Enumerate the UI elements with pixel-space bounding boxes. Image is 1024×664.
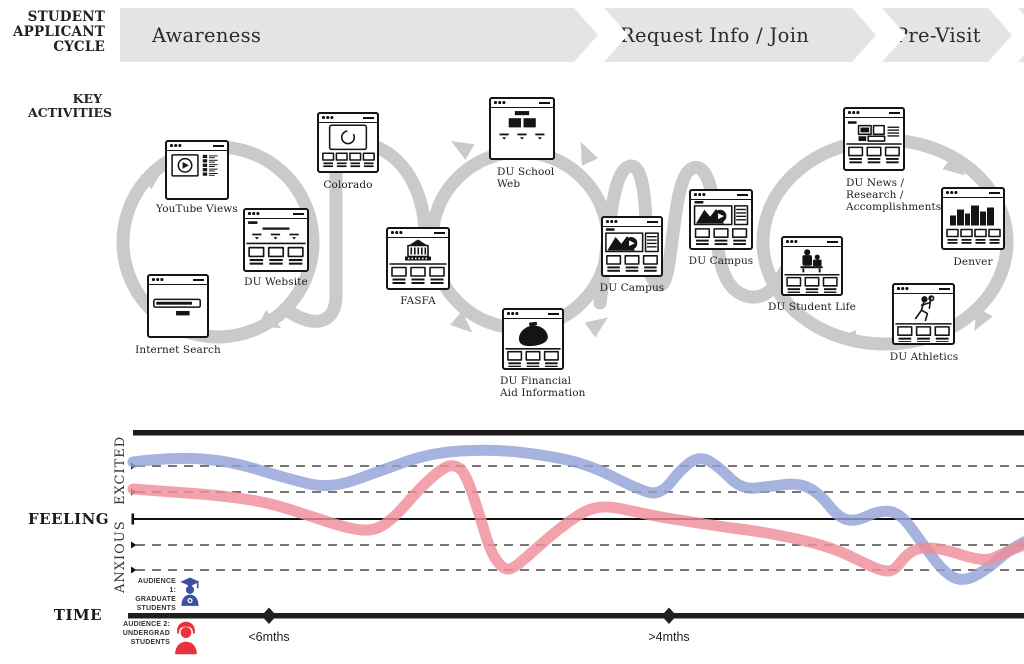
phase-chevron-request-info: Request Info / Join xyxy=(604,8,876,62)
phase-label: Request Info / Join xyxy=(620,23,810,47)
browser-titlebar xyxy=(491,99,553,108)
time-axis-bar xyxy=(128,613,1024,619)
time-marker-diamond-2 xyxy=(661,607,677,624)
chart-top-bar xyxy=(133,430,1024,436)
browser-titlebar xyxy=(603,218,661,227)
phase-label: Awareness xyxy=(152,23,262,47)
phase-chevron-pre-visit: Pre-Visit xyxy=(882,8,1012,62)
activity-label-colorado: Colorado xyxy=(323,179,373,191)
activity-label-du-campus-1: DU Campus xyxy=(599,282,665,294)
browser-titlebar xyxy=(783,238,841,247)
youtube-views-icon xyxy=(165,140,229,200)
du-athletics-icon xyxy=(892,283,955,345)
cycle-title: STUDENT APPLICANT CYCLE xyxy=(13,9,105,56)
du-campus-icon xyxy=(601,216,663,277)
feeling-section-label: FEELING xyxy=(28,510,110,528)
midline-tick xyxy=(131,513,135,525)
browser-titlebar xyxy=(319,114,377,123)
legend-label-audience-1: AUDIENCE 1: GRADUATE STUDENTS xyxy=(135,578,176,613)
activity-label-du-student-life: DU Student Life xyxy=(768,301,856,313)
activity-label-du-school-web: DU School Web xyxy=(497,166,555,191)
undergrad-feeling-curve xyxy=(127,460,1024,577)
du-financial-aid-icon xyxy=(502,308,564,370)
activity-label-internet-search: Internet Search xyxy=(135,344,221,356)
legend-label-audience-2: AUDIENCE 2: UNDERGRAD STUDENTS xyxy=(122,621,170,647)
fasfa-icon xyxy=(386,227,450,290)
browser-titlebar xyxy=(943,189,1003,198)
du-news-icon xyxy=(843,107,905,171)
du-campus-icon xyxy=(689,189,753,250)
du-school-web-icon xyxy=(489,97,555,160)
du-website-icon xyxy=(243,208,309,272)
denver-icon xyxy=(941,187,1005,250)
colorado-icon xyxy=(317,112,379,173)
time-section-label: TIME xyxy=(53,606,102,624)
activity-label-denver: Denver xyxy=(953,256,993,268)
time-marker-label-2: >4mths xyxy=(648,630,690,644)
time-marker-label-1: <6mths xyxy=(248,630,290,644)
activity-label-du-financial-aid: DU Financial Aid Information xyxy=(500,375,586,400)
browser-titlebar xyxy=(167,142,227,151)
graduate-student-icon xyxy=(180,577,200,606)
anxious-axis-label: ANXIOUS xyxy=(113,520,128,593)
activity-label-youtube-views: YouTube Views xyxy=(156,203,238,215)
time-marker-diamond-1 xyxy=(261,607,277,624)
activity-label-fasfa: FASFA xyxy=(400,295,436,307)
activity-label-du-news: DU News / Research / Accomplishments xyxy=(846,177,942,214)
browser-titlebar xyxy=(388,229,448,238)
phase-label: Pre-Visit xyxy=(895,23,981,47)
feeling-chart xyxy=(127,430,1024,624)
phase-chevron-next xyxy=(1018,8,1024,62)
browser-titlebar xyxy=(845,109,903,118)
du-student-life-icon xyxy=(781,236,843,296)
activity-label-du-website: DU Website xyxy=(244,276,308,288)
browser-titlebar xyxy=(691,191,751,200)
legend-audience-2: AUDIENCE 2: UNDERGRAD STUDENTS xyxy=(118,620,199,656)
activity-label-du-athletics: DU Athletics xyxy=(889,351,959,363)
phase-chevron-awareness: Awareness xyxy=(120,8,598,62)
browser-titlebar xyxy=(894,285,953,294)
browser-titlebar xyxy=(149,276,207,285)
internet-search-icon xyxy=(147,274,209,338)
excited-axis-label: EXCITED xyxy=(113,435,128,505)
browser-titlebar xyxy=(504,310,562,319)
undergrad-student-icon xyxy=(175,621,197,655)
browser-titlebar xyxy=(245,210,307,219)
legend-audience-1: AUDIENCE 1: GRADUATE STUDENTS xyxy=(130,577,201,613)
key-activities-heading: KEY ACTIVITIES xyxy=(28,91,113,120)
activity-label-du-campus-2: DU Campus xyxy=(688,255,754,267)
